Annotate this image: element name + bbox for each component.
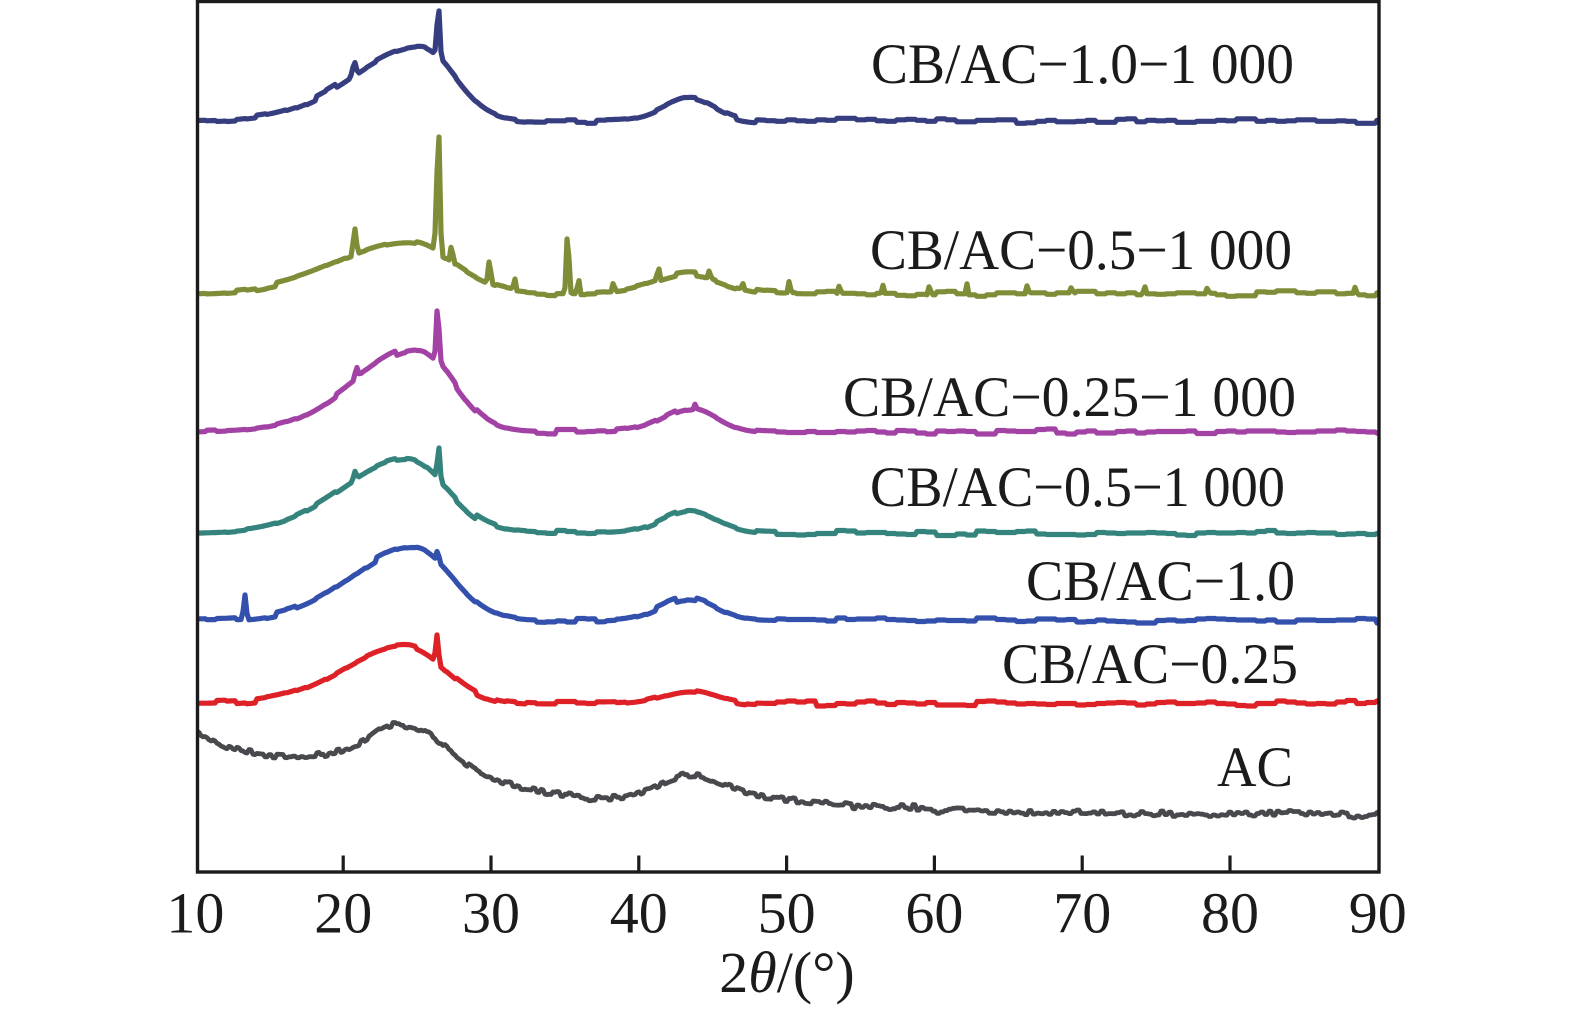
svg-text:80: 80: [1201, 881, 1259, 946]
svg-text:60: 60: [905, 881, 963, 946]
svg-text:CB/AC−0.25: CB/AC−0.25: [1002, 633, 1298, 696]
svg-text:90: 90: [1349, 881, 1407, 946]
svg-text:AC: AC: [1217, 736, 1293, 799]
svg-text:2θ/(°): 2θ/(°): [719, 940, 854, 1005]
svg-text:CB/AC−0.25−1 000: CB/AC−0.25−1 000: [843, 366, 1296, 429]
svg-text:CB/AC−0.5−1 000: CB/AC−0.5−1 000: [870, 456, 1285, 519]
svg-text:CB/AC−0.5−1 000: CB/AC−0.5−1 000: [870, 219, 1292, 282]
svg-text:10: 10: [166, 881, 224, 946]
svg-text:70: 70: [1053, 881, 1111, 946]
svg-text:40: 40: [610, 881, 668, 946]
svg-text:20: 20: [314, 881, 372, 946]
svg-text:CB/AC−1.0: CB/AC−1.0: [1026, 550, 1295, 613]
svg-text:CB/AC−1.0−1 000: CB/AC−1.0−1 000: [871, 33, 1294, 96]
svg-text:30: 30: [462, 881, 520, 946]
svg-text:50: 50: [758, 881, 816, 946]
